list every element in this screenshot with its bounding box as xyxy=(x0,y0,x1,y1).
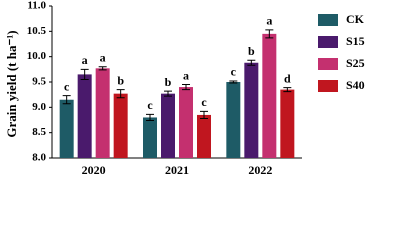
legend-swatch xyxy=(318,36,338,48)
y-tick-label: 9.0 xyxy=(32,101,46,113)
significance-letter: b xyxy=(248,44,255,58)
significance-letter: b xyxy=(165,75,172,89)
bar xyxy=(113,93,128,158)
y-tick-label: 8.0 xyxy=(32,152,46,164)
legend-label: S15 xyxy=(346,34,365,48)
legend-label: CK xyxy=(346,12,365,26)
y-tick-label: 11.0 xyxy=(27,0,46,12)
x-tick-label: 2022 xyxy=(248,163,272,177)
significance-letter: a xyxy=(100,51,106,65)
significance-letter: a xyxy=(183,68,189,82)
error-bar xyxy=(116,89,125,99)
legend-swatch xyxy=(318,14,338,26)
bar xyxy=(59,99,74,158)
significance-letter: c xyxy=(147,98,153,112)
legend-swatch xyxy=(318,58,338,70)
y-tick-label: 9.5 xyxy=(32,76,46,88)
bar xyxy=(77,74,92,158)
significance-letter: a xyxy=(82,53,88,67)
legend-label: S25 xyxy=(346,56,365,70)
x-tick-label: 2021 xyxy=(165,163,189,177)
y-tick-label: 8.5 xyxy=(32,126,46,138)
bar xyxy=(226,82,241,158)
error-bar xyxy=(146,113,154,122)
error-bar xyxy=(200,110,208,119)
significance-letter: c xyxy=(201,95,207,109)
significance-letter: b xyxy=(117,73,124,87)
bar xyxy=(262,33,277,158)
legend-label: S40 xyxy=(346,78,365,92)
chart: Grain yield (t ha⁻¹) 8.0 8.5 9.0 9.5 10.0 10.… xyxy=(4,0,365,177)
error-bar xyxy=(98,66,107,71)
error-bar xyxy=(80,68,89,80)
significance-letter: d xyxy=(284,71,291,85)
significance-letter: c xyxy=(64,79,70,93)
error-bar xyxy=(229,80,238,84)
significance-letter: c xyxy=(231,65,237,79)
error-bar xyxy=(164,90,172,97)
error-bar xyxy=(283,87,292,93)
legend-swatch xyxy=(318,80,338,92)
significance-letter: a xyxy=(266,14,272,28)
bar xyxy=(197,114,211,158)
error-bar xyxy=(182,84,190,91)
bar xyxy=(244,62,259,158)
x-tick-label: 2020 xyxy=(82,163,106,177)
error-bar xyxy=(247,59,256,66)
y-tick-label: 10.5 xyxy=(27,25,47,37)
error-bar xyxy=(62,95,71,105)
y-tick-label: 10.0 xyxy=(27,50,47,62)
error-bar xyxy=(265,29,274,39)
bar xyxy=(143,117,157,158)
y-axis-label: Grain yield (t ha⁻¹) xyxy=(4,30,19,137)
bar xyxy=(161,93,175,158)
bar xyxy=(179,87,193,158)
bar xyxy=(280,89,295,158)
bar xyxy=(95,68,110,158)
